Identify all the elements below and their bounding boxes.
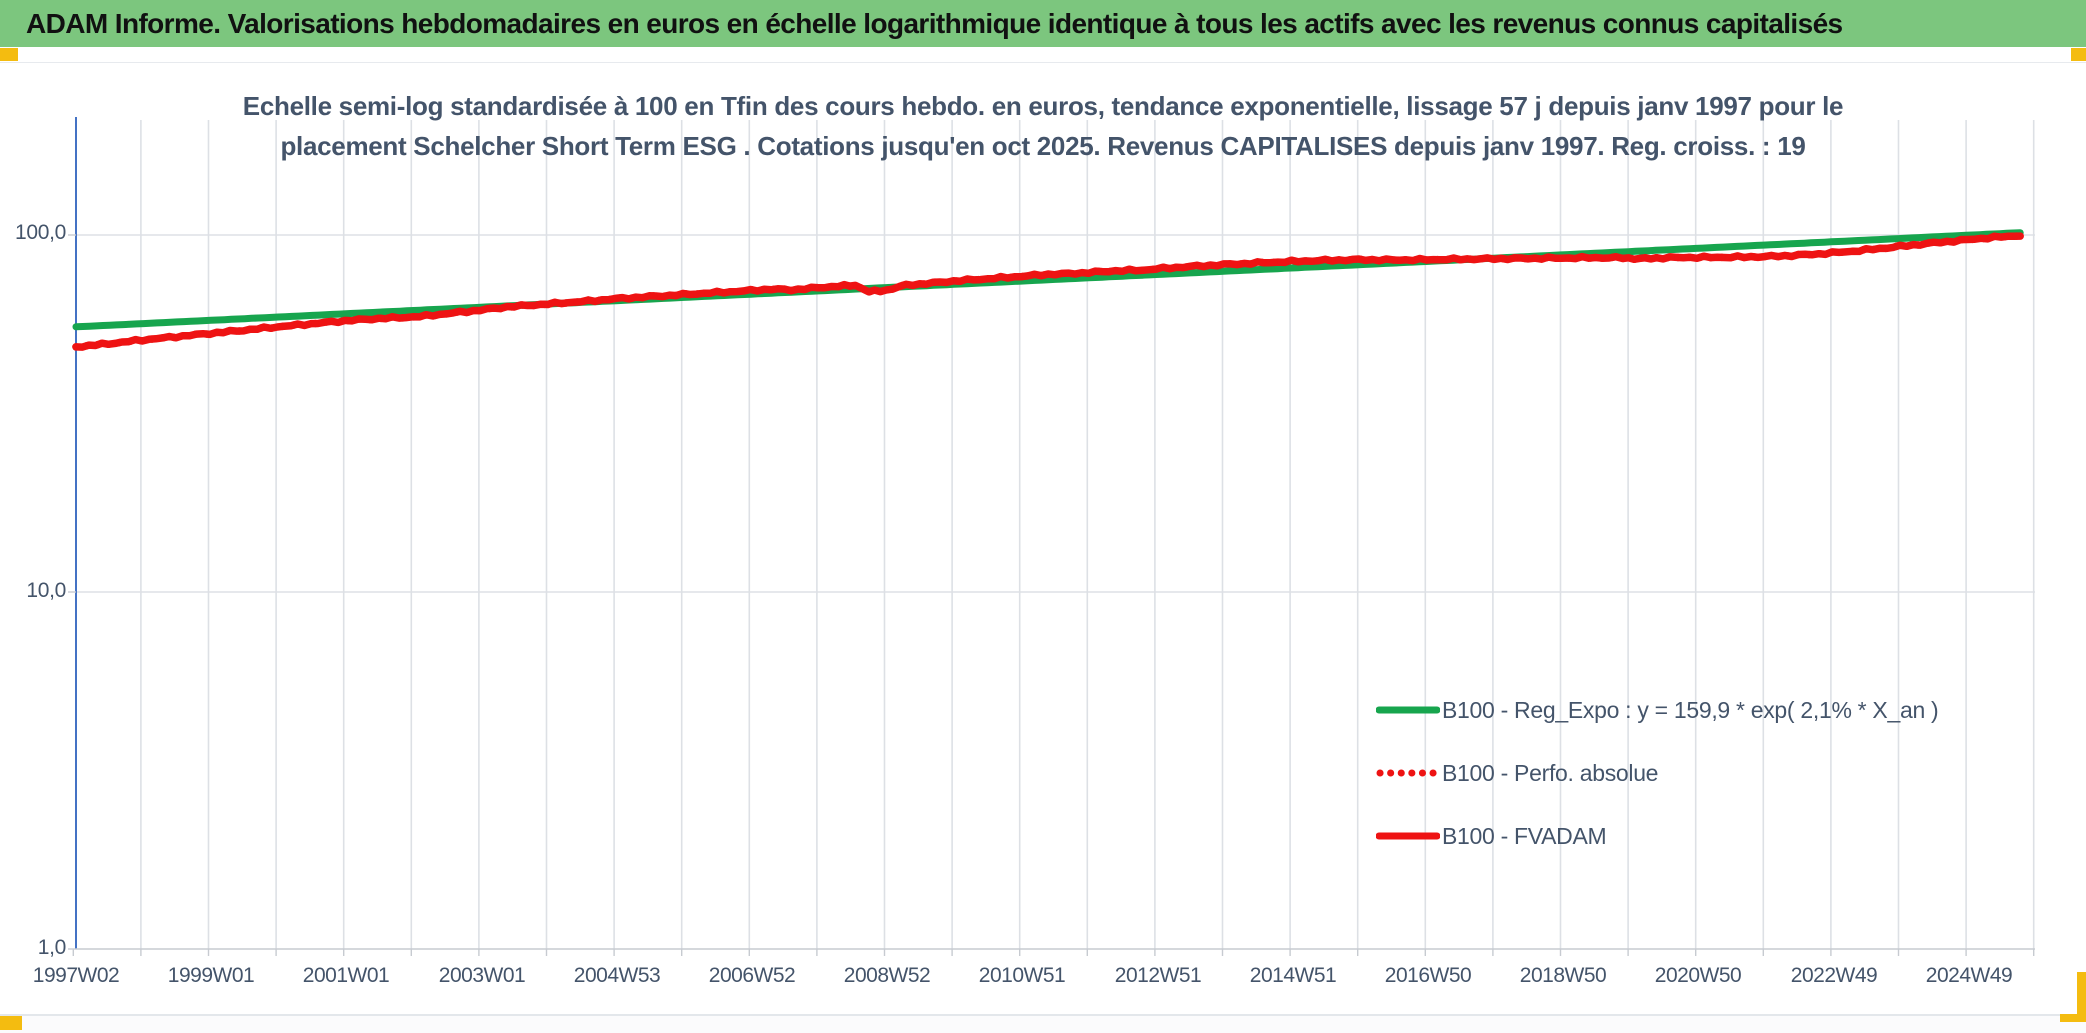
content-top-divider	[0, 62, 2086, 63]
y-axis-tick-label-10: 10,0	[26, 579, 66, 602]
x-axis-tick-label: 2014W51	[1249, 964, 1337, 987]
x-axis-tick-label: 2003W01	[438, 964, 526, 987]
red-dotted-line-icon	[1376, 769, 1440, 777]
content-bottom-divider	[0, 1014, 2086, 1016]
legend-label-reg-expo: B100 - Reg_Expo : y = 159,9 * exp( 2,1% …	[1442, 696, 1939, 723]
legend-entry-perfo-absolue: B100 - Perfo. absolue	[1376, 751, 1938, 795]
amber-accent-bottom-right-foot	[2060, 1014, 2086, 1022]
legend-entry-fvadam: B100 - FVADAM	[1376, 814, 1938, 858]
header-bar: ADAM Informe. Valorisations hebdomadaire…	[0, 0, 2086, 47]
x-axis-tick-label: 2006W52	[708, 964, 796, 987]
x-axis-tick-label: 2020W50	[1654, 964, 1742, 987]
header-title: ADAM Informe. Valorisations hebdomadaire…	[26, 8, 1843, 39]
green-solid-line-icon	[1376, 706, 1440, 714]
x-axis-tick-label: 2016W50	[1384, 964, 1472, 987]
legend-label-perfo-absolue: B100 - Perfo. absolue	[1442, 759, 1659, 786]
legend-label-fvadam: B100 - FVADAM	[1442, 822, 1607, 849]
bottom-strip	[0, 1016, 2086, 1033]
x-axis-tick-label: 2001W01	[302, 964, 390, 987]
chart-legend: B100 - Reg_Expo : y = 159,9 * exp( 2,1% …	[1376, 688, 1939, 877]
x-axis-tick-label: 2010W51	[978, 964, 1066, 987]
x-axis-tick-label: 1997W02	[32, 964, 120, 987]
x-axis-tick-label: 1999W01	[167, 964, 255, 987]
red-solid-line-icon	[1376, 832, 1440, 840]
amber-accent-top-right	[2071, 48, 2086, 61]
x-axis-tick-label: 2022W49	[1790, 964, 1878, 987]
amber-accent-top-left	[0, 48, 18, 61]
y-axis-tick-label-100: 100,0	[14, 221, 66, 244]
y-axis-tick-label-1: 1,0	[37, 936, 67, 959]
amber-accent-bottom-left	[0, 1016, 22, 1030]
amber-accent-bottom-right-bar	[2077, 972, 2086, 1022]
x-axis-tick-label: 2008W52	[843, 964, 931, 987]
x-axis-tick-label: 2018W50	[1519, 964, 1607, 987]
x-axis-tick-label: 2024W49	[1925, 964, 2013, 987]
x-axis-labels: 1997W02 1999W01 2001W01 2003W01 2004W53 2006W…	[0, 964, 2086, 992]
legend-entry-reg-expo: B100 - Reg_Expo : y = 159,9 * exp( 2,1% …	[1376, 688, 1939, 732]
x-axis-tick-label: 2012W51	[1114, 964, 1202, 987]
x-axis-tick-label: 2004W53	[573, 964, 661, 987]
